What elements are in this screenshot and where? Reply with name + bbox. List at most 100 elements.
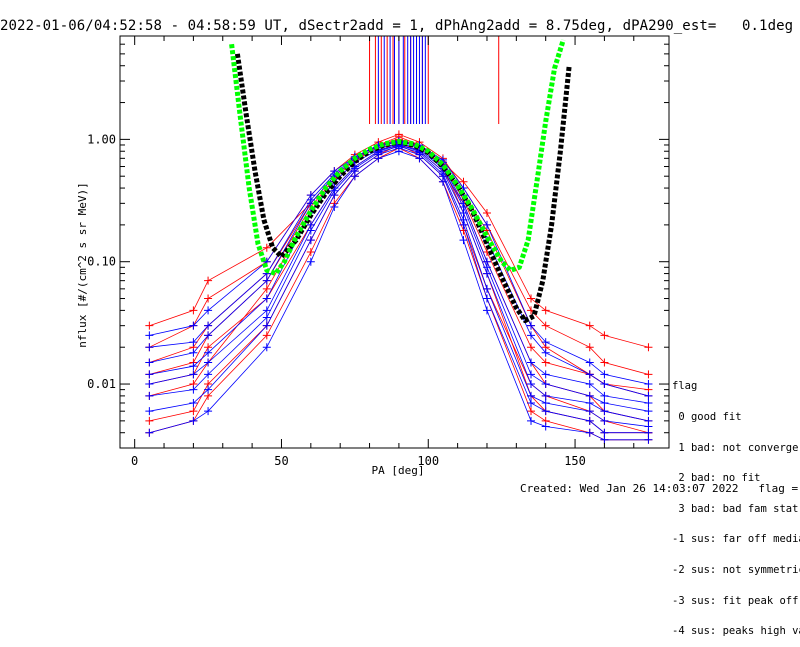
blue-plus-marker: [204, 358, 213, 367]
plot-area: 0 50 100 150 0.01 0.10 1.00 PA [deg] nflux [#/…: [76, 35, 670, 477]
y-axis-label: nflux [#/(cm^2 s sr MeV)]: [76, 182, 89, 348]
blue-plus-marker: [189, 321, 198, 330]
legend-item: 1 bad: not converge: [672, 441, 799, 454]
blue-series-line: [149, 145, 649, 427]
blue-plus-marker: [541, 338, 550, 347]
data-layer: [145, 36, 653, 444]
blue-plus-marker: [204, 331, 213, 340]
red-plus-marker: [527, 407, 536, 416]
blue-plus-marker: [306, 226, 315, 235]
red-plus-marker: [541, 321, 550, 330]
blue-plus-marker: [145, 391, 154, 400]
red-plus-marker: [644, 343, 653, 352]
blue-plus-marker: [204, 306, 213, 315]
red-plus-marker: [189, 407, 198, 416]
red-plus-marker: [189, 306, 198, 315]
x-tick-label: 100: [417, 454, 439, 468]
red-plus-marker: [644, 370, 653, 379]
blue-plus-marker: [527, 358, 536, 367]
blue-plus-marker: [600, 428, 609, 437]
blue-plus-marker: [350, 172, 359, 181]
blue-series-line: [149, 144, 649, 412]
blue-plus-marker: [527, 416, 536, 425]
blue-plus-marker: [482, 294, 491, 303]
legend-item: 3 bad: bad fam stat: [672, 502, 799, 515]
blue-plus-marker: [600, 416, 609, 425]
blue-plus-marker: [585, 370, 594, 379]
axes-frame: [119, 35, 670, 449]
blue-plus-marker: [527, 321, 536, 330]
x-tick-label: 0: [131, 454, 138, 468]
blue-plus-marker: [482, 220, 491, 229]
blue-series-line: [149, 140, 649, 385]
blue-plus-marker: [145, 428, 154, 437]
blue-plus-marker: [585, 380, 594, 389]
blue-plus-marker: [459, 236, 468, 245]
blue-plus-marker: [585, 407, 594, 416]
red-series-line: [149, 138, 649, 363]
y-tick-label: 0.10: [87, 255, 116, 269]
legend-item: 2 bad: no fit: [672, 472, 761, 485]
flag-legend: flag 0 good fit 1 bad: not converge 2 ba…: [672, 361, 800, 647]
blue-plus-marker: [204, 407, 213, 416]
blue-plus-marker: [306, 195, 315, 204]
legend-title: flag: [672, 380, 698, 393]
blue-plus-marker: [527, 398, 536, 407]
blue-plus-marker: [527, 391, 536, 400]
flag-indicator: flag = 0: [758, 482, 799, 495]
blue-plus-marker: [145, 370, 154, 379]
blue-plus-marker: [438, 177, 447, 186]
x-tick-label: 50: [274, 454, 288, 468]
red-plus-marker: [600, 358, 609, 367]
red-plus-marker: [585, 343, 594, 352]
blue-plus-marker: [541, 391, 550, 400]
red-plus-marker: [600, 331, 609, 340]
blue-plus-marker: [189, 338, 198, 347]
blue-plus-marker: [541, 370, 550, 379]
red-plus-marker: [145, 416, 154, 425]
blue-plus-marker: [189, 385, 198, 394]
red-plus-marker: [262, 284, 271, 293]
blue-plus-marker: [145, 343, 154, 352]
blue-plus-marker: [189, 362, 198, 371]
red-plus-marker: [204, 276, 213, 285]
blue-plus-marker: [189, 370, 198, 379]
legend-item: -2 sus: not symmetric: [672, 564, 800, 577]
blue-plus-marker: [189, 348, 198, 357]
blue-plus-marker: [145, 380, 154, 389]
red-plus-marker: [585, 321, 594, 330]
blue-plus-marker: [189, 398, 198, 407]
red-series-line: [149, 136, 649, 434]
blue-plus-marker: [600, 370, 609, 379]
blue-series-line: [149, 150, 649, 441]
blue-plus-marker: [527, 380, 536, 389]
blue-plus-marker: [585, 416, 594, 425]
red-plus-marker: [145, 321, 154, 330]
blue-plus-marker: [585, 428, 594, 437]
red-plus-marker: [482, 209, 491, 218]
red-plus-marker: [204, 294, 213, 303]
blue-series-line: [149, 144, 649, 422]
legend-item: -4 sus: peaks high va: [672, 625, 800, 638]
blue-plus-marker: [330, 186, 339, 195]
blue-plus-marker: [644, 407, 653, 416]
blue-plus-marker: [541, 422, 550, 431]
blue-plus-marker: [585, 398, 594, 407]
blue-plus-marker: [482, 306, 491, 315]
blue-plus-marker: [262, 343, 271, 352]
y-tick-label: 1.00: [87, 132, 116, 146]
blue-plus-marker: [541, 380, 550, 389]
legend-item: 0 good fit: [672, 411, 742, 424]
blue-plus-marker: [600, 380, 609, 389]
blue-plus-marker: [527, 370, 536, 379]
blue-plus-marker: [600, 398, 609, 407]
red-series-line: [149, 144, 649, 434]
blue-plus-marker: [306, 236, 315, 245]
created-timestamp: Created: Wed Jan 26 14:03:07 2022: [520, 482, 739, 495]
red-plus-marker: [306, 248, 315, 257]
blue-plus-marker: [600, 435, 609, 444]
blue-plus-marker: [459, 203, 468, 212]
red-series-line: [149, 133, 649, 375]
blue-plus-marker: [262, 306, 271, 315]
red-plus-marker: [541, 358, 550, 367]
